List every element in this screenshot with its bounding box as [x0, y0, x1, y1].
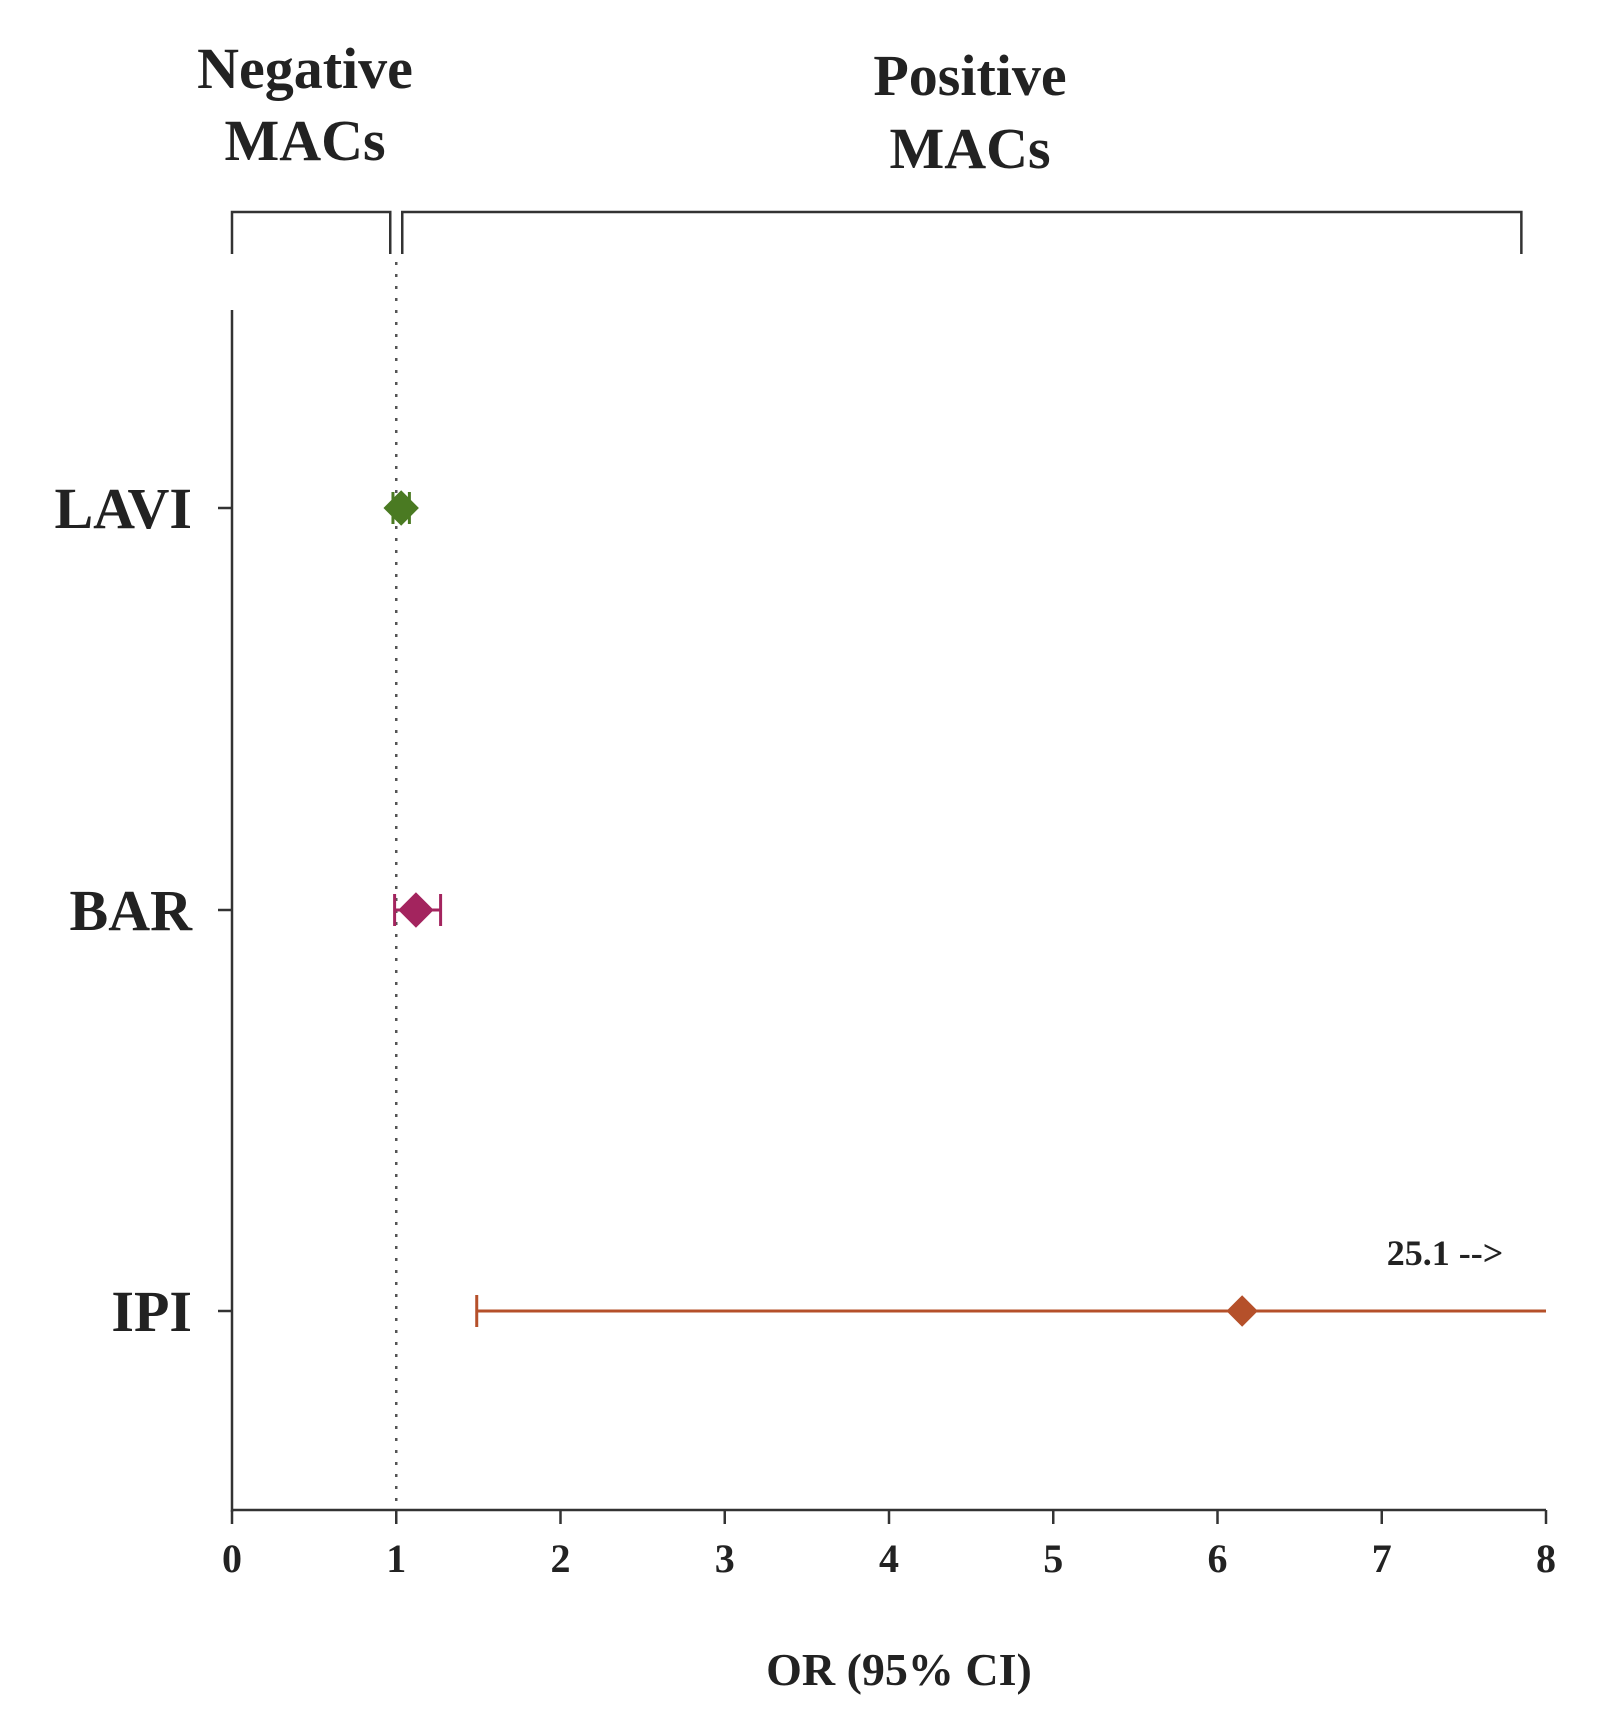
negative-group-label-line1: Negative — [197, 36, 413, 101]
x-tick-label: 3 — [715, 1536, 735, 1581]
positive-group-label-line2: MACs — [889, 116, 1050, 181]
x-tick-label: 6 — [1208, 1536, 1228, 1581]
category-label-lavi: LAVI — [54, 476, 192, 541]
point-estimate-lavi — [383, 490, 419, 526]
point-estimate-bar — [398, 892, 434, 928]
positive-bracket — [401, 210, 1523, 254]
positive-group-label-line1: Positive — [873, 43, 1066, 108]
point-estimate-ipi — [1226, 1295, 1258, 1327]
x-tick-label: 0 — [222, 1536, 242, 1581]
category-label-bar: BAR — [70, 878, 194, 943]
truncated-ci-annotation: 25.1 --> — [1387, 1233, 1504, 1273]
x-tick-label: 2 — [551, 1536, 571, 1581]
category-label-ipi: IPI — [111, 1279, 192, 1344]
x-axis-title: OR (95% CI) — [766, 1644, 1032, 1695]
x-tick-label: 5 — [1043, 1536, 1063, 1581]
x-tick-label: 1 — [386, 1536, 406, 1581]
x-tick-label: 8 — [1536, 1536, 1556, 1581]
x-tick-label: 7 — [1372, 1536, 1392, 1581]
negative-bracket — [230, 210, 392, 254]
x-tick-label: 4 — [879, 1536, 899, 1581]
negative-group-label-line2: MACs — [224, 108, 385, 173]
